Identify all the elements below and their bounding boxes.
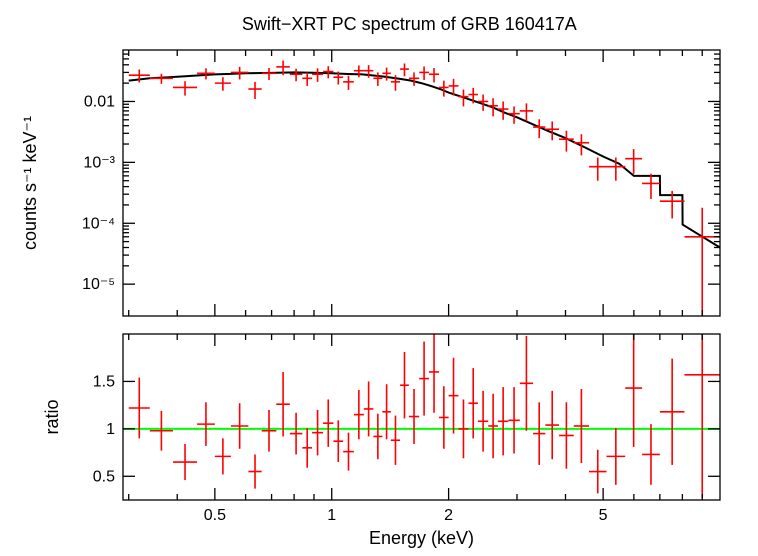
- spectrum-panel: 10⁻⁵ 10⁻⁴ 10⁻³ 0.01 counts s⁻¹ keV⁻¹: [20, 50, 720, 316]
- svg-text:0.5: 0.5: [93, 468, 115, 485]
- svg-text:1: 1: [106, 421, 115, 438]
- xlabel: Energy (keV): [369, 528, 474, 548]
- svg-text:5: 5: [599, 507, 608, 524]
- figure-container: Swift−XRT PC spectrum of GRB 160417A 10⁻⁵…: [0, 0, 758, 556]
- svg-text:10⁻⁴: 10⁻⁴: [82, 215, 115, 232]
- plot-title: Swift−XRT PC spectrum of GRB 160417A: [242, 14, 577, 34]
- ratio-panel: 0.5 1 1.5 0.5 1 2 5 ratio: [42, 251, 720, 524]
- svg-text:10⁻⁵: 10⁻⁵: [82, 276, 115, 293]
- svg-text:2: 2: [444, 507, 453, 524]
- ylabel-top: counts s⁻¹ keV⁻¹: [20, 116, 40, 250]
- ylabel-bottom: ratio: [42, 399, 62, 434]
- svg-text:0.5: 0.5: [204, 507, 226, 524]
- svg-text:1: 1: [327, 507, 336, 524]
- svg-text:0.01: 0.01: [84, 93, 115, 110]
- spectrum-plot: Swift−XRT PC spectrum of GRB 160417A 10⁻⁵…: [0, 0, 758, 556]
- svg-text:10⁻³: 10⁻³: [83, 154, 115, 171]
- svg-text:1.5: 1.5: [93, 373, 115, 390]
